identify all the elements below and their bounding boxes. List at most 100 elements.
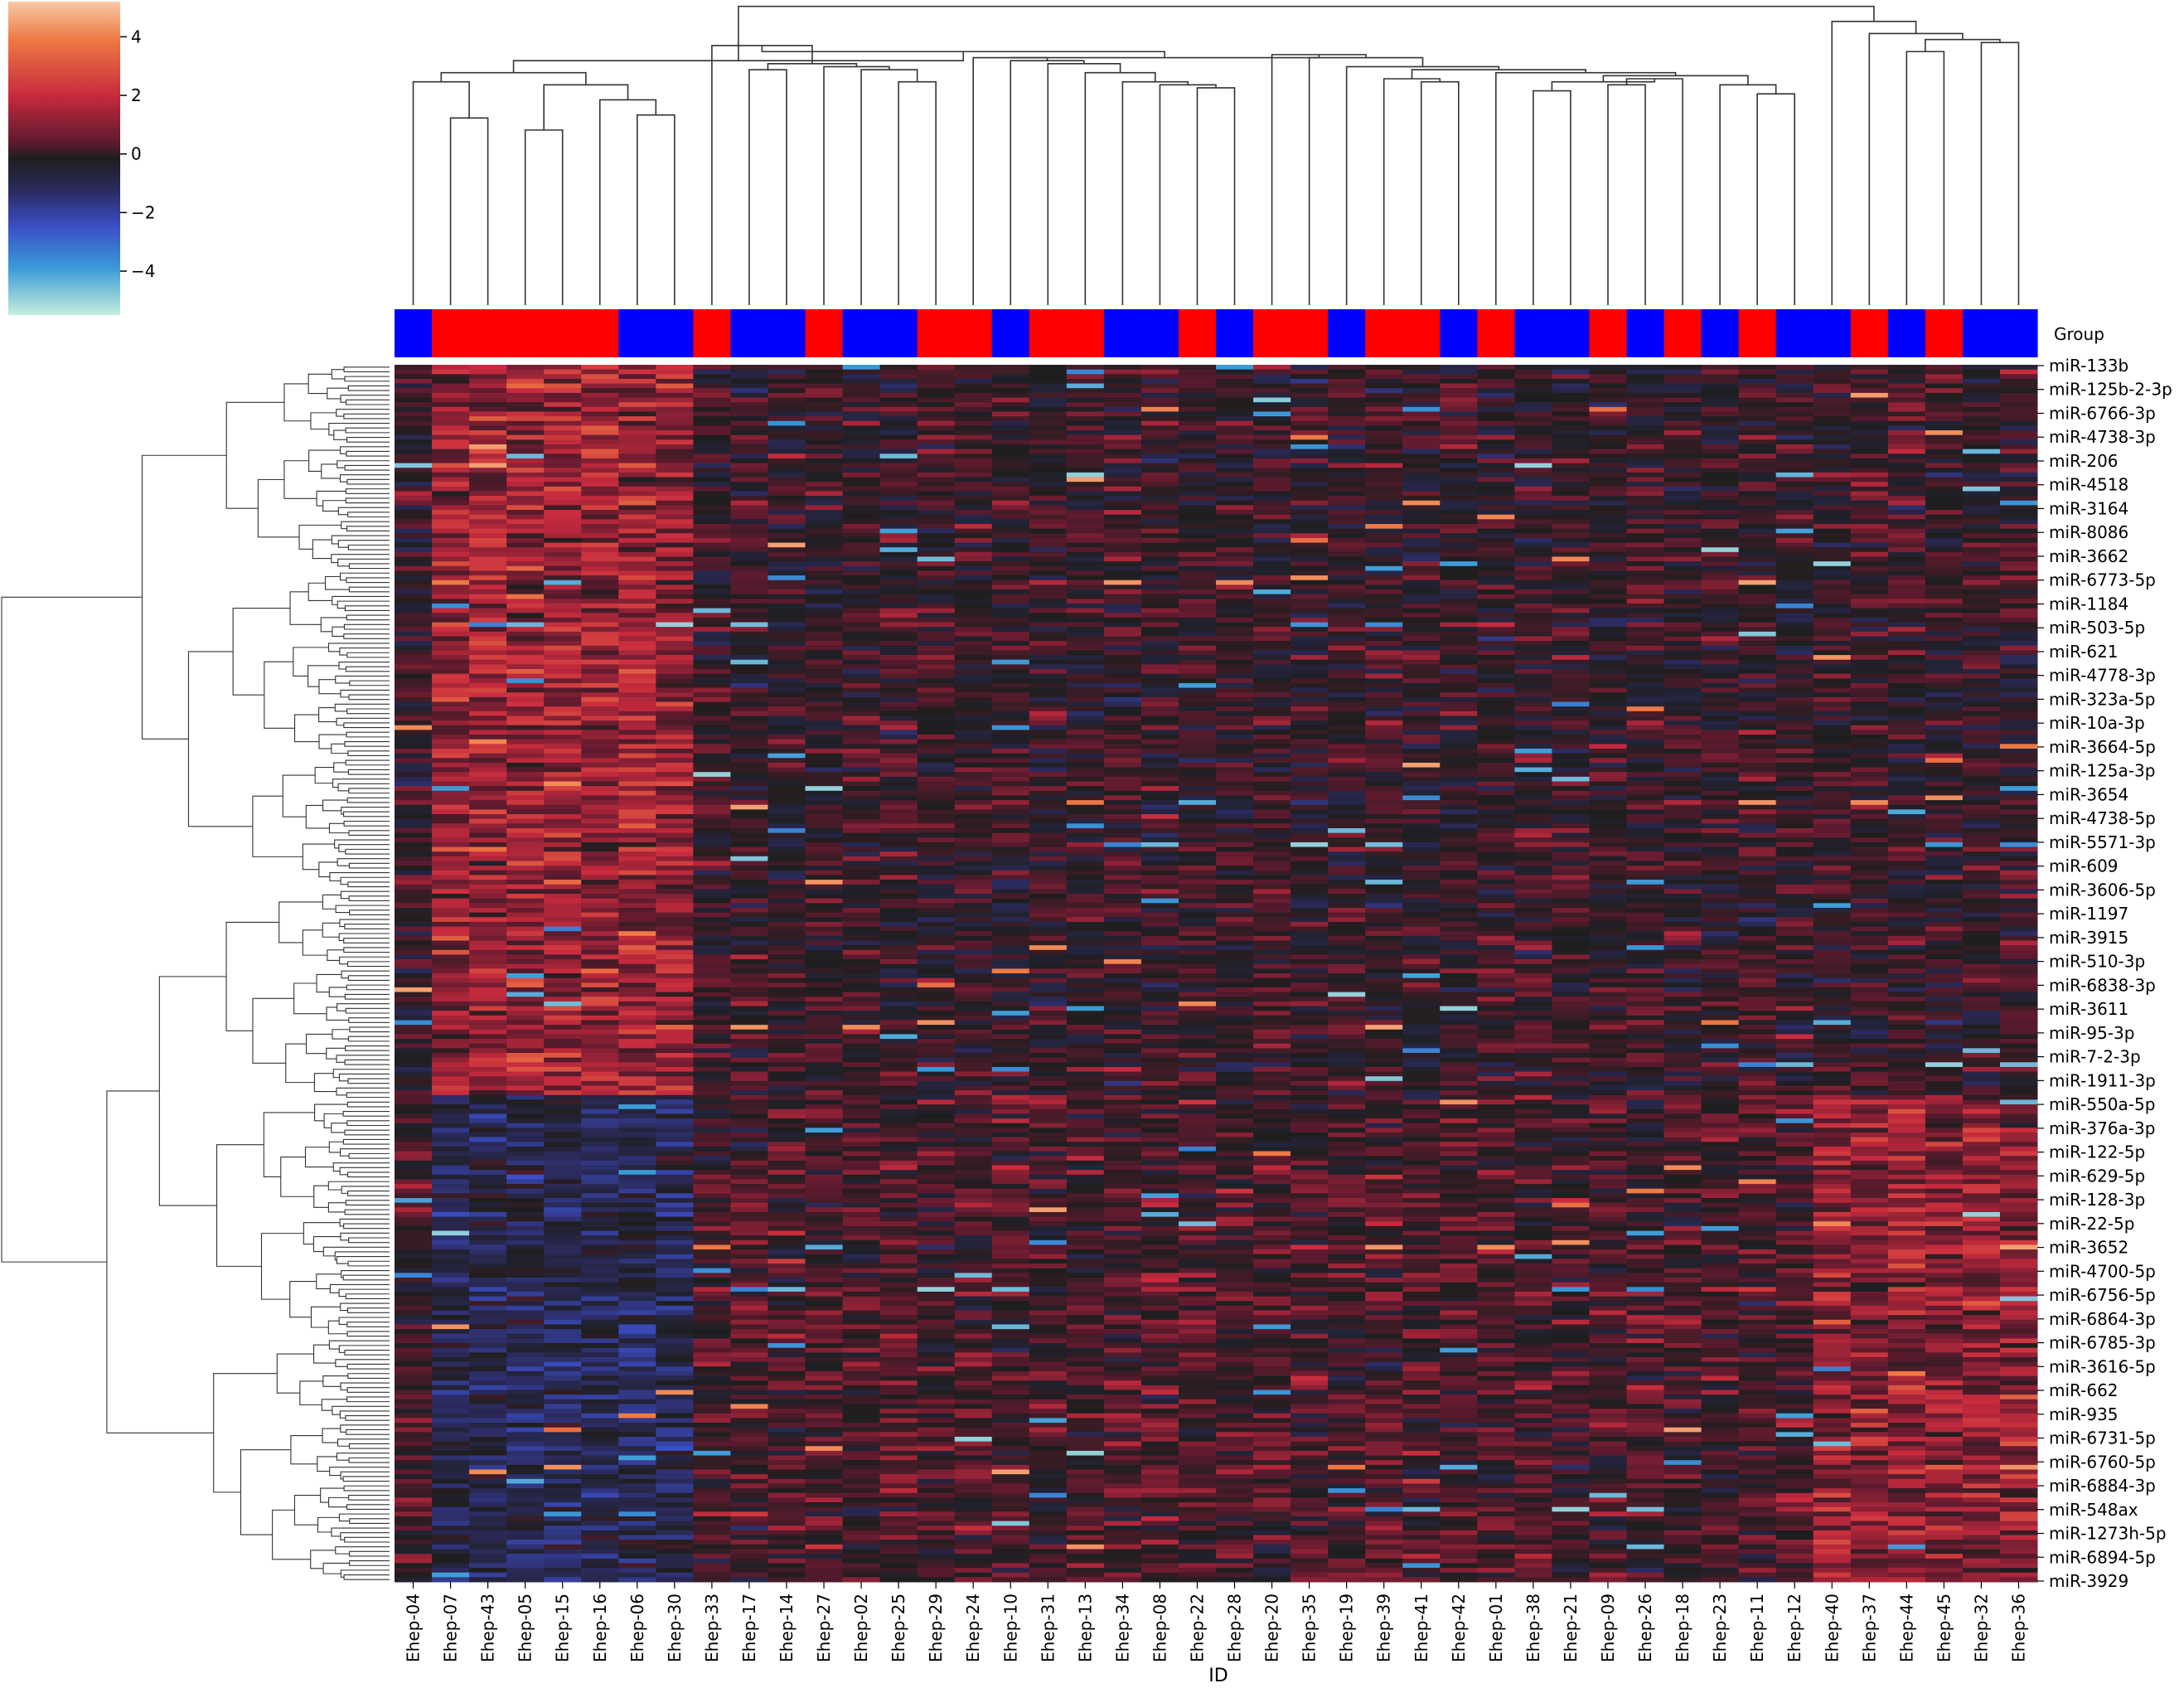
heatmap-cell: [1365, 767, 1403, 773]
heatmap-cell: [879, 617, 918, 623]
heatmap-cell: [544, 631, 582, 637]
heatmap-cell: [991, 444, 1030, 450]
heatmap-cell: [805, 444, 844, 450]
heatmap-cell: [879, 682, 918, 689]
heatmap-cell: [544, 416, 582, 422]
heatmap-cell: [581, 720, 619, 726]
heatmap-cell: [656, 790, 694, 796]
heatmap-cell: [581, 434, 619, 440]
heatmap-cell: [1216, 411, 1254, 417]
heatmap-cell: [1365, 795, 1403, 801]
heatmap-cell: [1850, 496, 1889, 502]
heatmap-cell: [1328, 523, 1366, 530]
heatmap-cell: [1813, 641, 1852, 647]
heatmap-cell: [581, 486, 619, 492]
heatmap-cell: [1140, 425, 1179, 431]
heatmap-cell: [917, 416, 956, 422]
heatmap-cell: [1103, 682, 1142, 689]
heatmap-cell: [1962, 528, 2001, 534]
heatmap-cell: [1103, 537, 1142, 544]
heatmap-cell: [1365, 430, 1403, 436]
heatmap-cell: [1887, 706, 1926, 712]
heatmap-cell: [1552, 608, 1590, 614]
heatmap-cell: [1402, 519, 1441, 525]
heatmap-cell: [1775, 776, 1814, 783]
heatmap-cell: [1738, 776, 1777, 783]
heatmap-cell: [917, 388, 956, 394]
heatmap-cell: [1962, 383, 2001, 389]
heatmap-cell: [1514, 519, 1552, 525]
dendrogram-link: [345, 1415, 390, 1421]
heatmap-cell: [506, 533, 545, 539]
heatmap-cell: [917, 542, 956, 548]
heatmap-cell: [1402, 570, 1441, 576]
heatmap-cell: [1365, 482, 1403, 487]
heatmap-cell: [1626, 678, 1665, 684]
heatmap-cell: [1775, 430, 1814, 436]
heatmap-cell: [1328, 449, 1366, 454]
heatmap-cell: [1663, 570, 1702, 576]
heatmap-cell: [991, 748, 1030, 754]
heatmap-cell: [544, 617, 582, 623]
dendrogram-link: [323, 1113, 344, 1128]
heatmap-cell: [1328, 711, 1366, 716]
heatmap-cell: [1402, 669, 1441, 675]
heatmap-cell: [768, 696, 806, 703]
heatmap-cell: [469, 856, 507, 861]
heatmap-cell: [1850, 561, 1889, 567]
heatmap-cell: [1925, 837, 1964, 843]
heatmap-cell: [618, 584, 656, 590]
heatmap-cell: [506, 510, 545, 516]
heatmap-cell: [1291, 556, 1329, 562]
heatmap-cell: [506, 795, 545, 801]
heatmap-cell: [1440, 397, 1478, 403]
dendrogram-link: [328, 1496, 349, 1508]
heatmap-cell: [1626, 758, 1665, 764]
heatmap-cell: [1738, 406, 1777, 412]
heatmap-cell: [1775, 753, 1814, 759]
heatmap-cell: [1663, 523, 1702, 530]
heatmap-cell: [842, 739, 881, 745]
heatmap-cell: [506, 641, 545, 647]
heatmap-cell: [1850, 748, 1889, 754]
heatmap-cell: [1178, 692, 1217, 698]
heatmap-cell: [1738, 416, 1777, 422]
heatmap-cell: [1589, 701, 1627, 707]
heatmap-cell: [1140, 636, 1179, 642]
heatmap-cell: [581, 767, 619, 773]
heatmap-cell: [432, 664, 470, 670]
heatmap-cell: [656, 772, 694, 778]
heatmap-cell: [1291, 846, 1329, 852]
heatmap-cell: [1291, 458, 1329, 464]
heatmap-cell: [1701, 827, 1740, 834]
heatmap-cell: [991, 804, 1030, 810]
heatmap-cell: [1850, 772, 1889, 778]
column-dendrogram: [412, 5, 2020, 305]
heatmap-cell: [1514, 439, 1552, 445]
heatmap-cell: [805, 542, 844, 548]
heatmap-cell: [1253, 627, 1291, 633]
heatmap-cell: [805, 463, 844, 468]
heatmap-cell: [1178, 701, 1217, 707]
heatmap-cell: [1402, 781, 1441, 787]
heatmap-cell: [1775, 823, 1814, 829]
heatmap-cell: [991, 735, 1030, 740]
heatmap-cell: [879, 720, 918, 726]
heatmap-cell: [954, 659, 993, 665]
heatmap-cell: [1514, 378, 1552, 385]
heatmap-cell: [1253, 584, 1291, 590]
heatmap-cell: [395, 673, 433, 679]
heatmap-cell: [1440, 472, 1478, 478]
heatmap-cell: [1440, 388, 1478, 394]
heatmap-cell: [656, 715, 694, 721]
heatmap-cell: [395, 711, 433, 716]
heatmap-cell: [1514, 603, 1552, 609]
heatmap-cell: [1440, 696, 1478, 703]
heatmap-cell: [1514, 392, 1552, 399]
heatmap-cell: [1029, 795, 1068, 801]
heatmap-cell: [1850, 776, 1889, 783]
heatmap-cell: [1402, 374, 1441, 380]
heatmap-cell: [1440, 627, 1478, 633]
group-cell: [1402, 309, 1441, 357]
heatmap-cell: [1701, 482, 1740, 487]
